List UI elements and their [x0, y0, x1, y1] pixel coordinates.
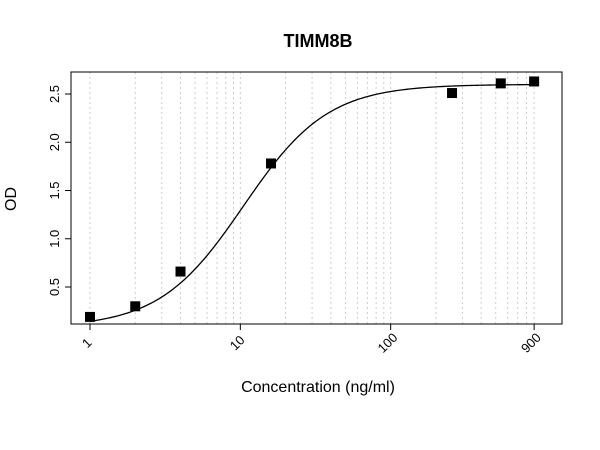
x-axis: 1 10 100 900: [79, 324, 544, 356]
y-tick-label: 2.0: [47, 133, 62, 151]
data-point: [266, 158, 277, 169]
data-point: [175, 266, 186, 277]
data-points: [85, 76, 540, 322]
x-tick-label: 1: [79, 335, 95, 351]
x-tick-label: 900: [518, 330, 544, 356]
y-tick-label: 2.5: [47, 85, 62, 103]
x-axis-label: Concentration (ng/ml): [241, 379, 395, 396]
chart-title: TIMM8B: [284, 31, 353, 51]
data-point: [447, 88, 458, 99]
y-axis: 0.5 1.0 1.5 2.0 2.5: [47, 85, 71, 296]
data-point: [130, 301, 141, 312]
y-axis-label: OD: [3, 187, 20, 211]
data-point: [529, 76, 540, 87]
grid-lines: [89, 72, 535, 324]
plot-frame: [70, 71, 563, 325]
y-tick-label: 0.5: [47, 278, 62, 296]
y-tick-label: 1.5: [47, 181, 62, 199]
data-point: [495, 78, 506, 89]
y-tick-label: 1.0: [47, 230, 62, 248]
fit-curve: [89, 83, 534, 322]
x-tick-label: 10: [227, 332, 248, 353]
data-point: [85, 311, 95, 322]
x-tick-label: 100: [375, 330, 401, 356]
